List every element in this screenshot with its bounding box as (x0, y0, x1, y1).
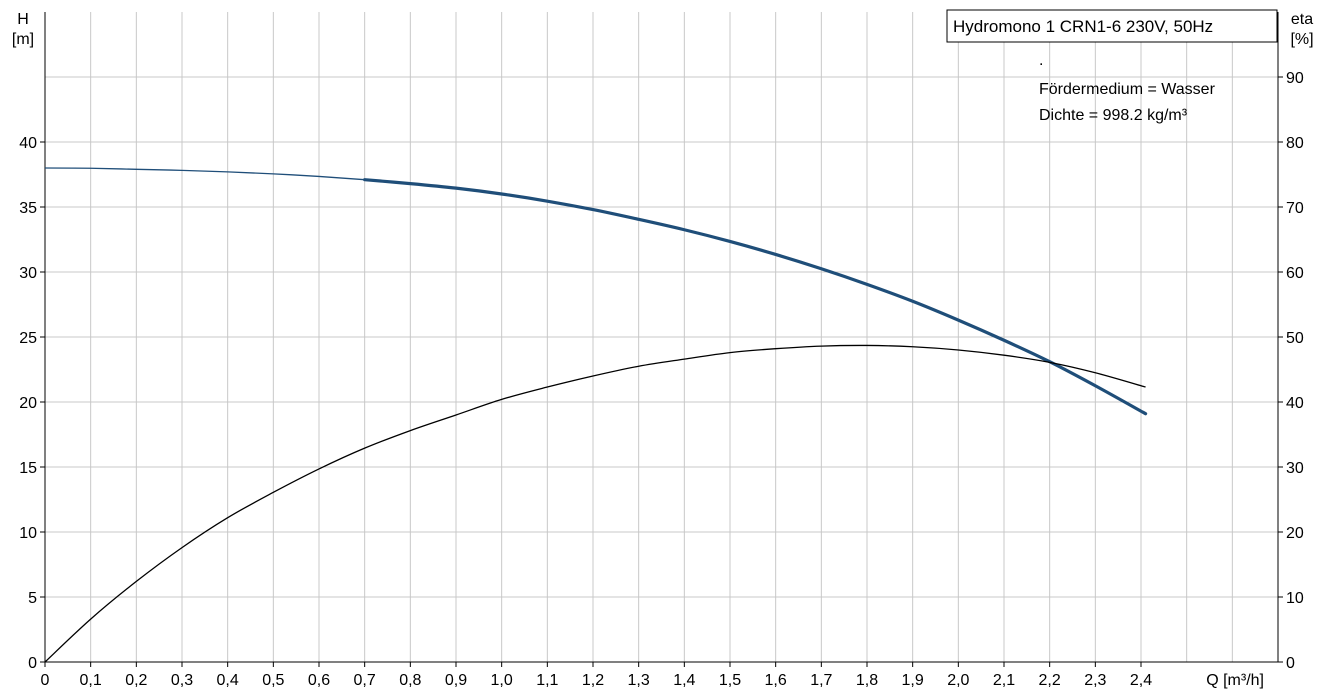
x-tick-label: 2,2 (1039, 672, 1061, 689)
y-right-label-line1: eta (1291, 11, 1313, 28)
x-tick-label: 0,7 (354, 672, 376, 689)
x-tick-label: 1,1 (536, 672, 558, 689)
y-right-tick-label: 20 (1286, 525, 1304, 542)
x-tick-label: 0,9 (445, 672, 467, 689)
y-left-tick-label: 25 (19, 330, 37, 347)
y-right-tick-label: 50 (1286, 330, 1304, 347)
annotation-line-2: Dichte = 998.2 kg/m³ (1039, 107, 1188, 124)
annotation-line-1: Fördermedium = Wasser (1039, 81, 1216, 98)
y-right-tick-label: 40 (1286, 395, 1304, 412)
series-layer (44, 167, 1148, 663)
y-left-tick-label: 35 (19, 200, 37, 217)
y-right-tick-label: 70 (1286, 200, 1304, 217)
y-right-tick-label: 60 (1286, 265, 1304, 282)
y-left-label-line2: [m] (12, 31, 34, 48)
x-tick-label: 1,5 (719, 672, 741, 689)
y-left-tick-label: 30 (19, 265, 37, 282)
x-tick-label: 0,1 (80, 672, 102, 689)
series-0-line (44, 167, 1146, 415)
series-0-operating-range (363, 178, 1148, 416)
title-box-frame (946, 9, 1278, 43)
y-right-tick-label: 10 (1286, 590, 1304, 607)
y-right-tick-label: 90 (1286, 70, 1304, 87)
y-right-label-line2: [%] (1290, 31, 1313, 48)
x-tick-label: 0,8 (399, 672, 421, 689)
x-tick-label: 1,3 (628, 672, 650, 689)
y-left-tick-label: 15 (19, 460, 37, 477)
x-tick-label: 0,2 (125, 672, 147, 689)
series-1-line (44, 344, 1146, 663)
y-right-tick-label: 80 (1286, 135, 1304, 152)
y-left-tick-label: 40 (19, 135, 37, 152)
grid-layer (45, 12, 1278, 662)
x-tick-label: 1,4 (673, 672, 695, 689)
y-left-tick-label: 0 (28, 655, 37, 672)
x-axis-label: Q [m³/h] (1206, 672, 1264, 689)
x-tick-label: 1,8 (856, 672, 878, 689)
chart-title: Hydromono 1 CRN1-6 230V, 50Hz (953, 17, 1213, 36)
x-tick-label: 2,1 (993, 672, 1015, 689)
x-tick-label: 0,5 (262, 672, 284, 689)
x-tick-label: 1,6 (765, 672, 787, 689)
y-right-tick-label: 30 (1286, 460, 1304, 477)
x-tick-label: 0 (41, 672, 50, 689)
y-left-label-line1: H (17, 11, 29, 28)
x-tick-label: 0,3 (171, 672, 193, 689)
annotation-line-0: . (1039, 52, 1043, 69)
x-tick-label: 1,9 (902, 672, 924, 689)
y-right-tick-label: 0 (1286, 655, 1295, 672)
x-tick-label: 1,2 (582, 672, 604, 689)
y-left-tick-label: 10 (19, 525, 37, 542)
annotation-block: . Fördermedium = Wasser Dichte = 998.2 k… (1039, 52, 1216, 124)
x-tick-label: 0,4 (217, 672, 239, 689)
title-box: Hydromono 1 CRN1-6 230V, 50Hz (946, 9, 1278, 43)
x-tick-label: 1,0 (491, 672, 513, 689)
y-left-tick-label: 5 (28, 590, 37, 607)
x-tick-label: 2,0 (947, 672, 969, 689)
x-tick-label: 0,6 (308, 672, 330, 689)
x-tick-label: 1,7 (810, 672, 832, 689)
axis-layer: 0 0,1 0,2 0,3 0,4 0,5 0,6 0,7 0,8 0,9 1,0 1,1 1,2 1,3… (19, 12, 1304, 689)
x-tick-label: 2,4 (1130, 672, 1152, 689)
x-tick-label: 2,3 (1084, 672, 1106, 689)
y-left-tick-label: 20 (19, 395, 37, 412)
